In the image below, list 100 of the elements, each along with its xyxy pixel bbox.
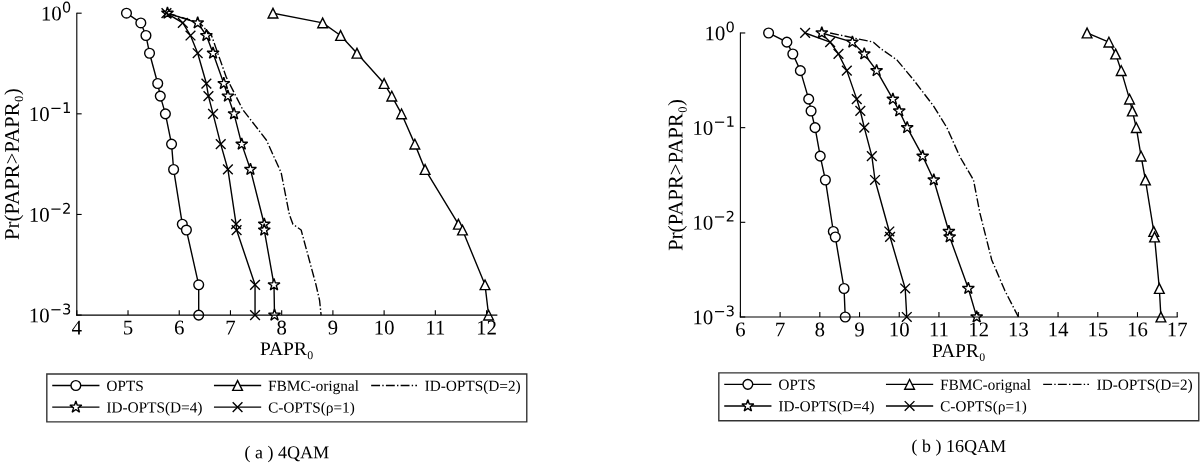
point — [824, 36, 836, 48]
point — [184, 29, 197, 42]
point — [851, 93, 863, 105]
point — [809, 122, 821, 134]
point — [805, 105, 817, 117]
point — [763, 27, 775, 39]
point — [886, 92, 900, 105]
x-tick-label: 11 — [930, 322, 948, 337]
point — [193, 279, 205, 291]
point — [838, 282, 850, 295]
legend-label: OPTS — [779, 379, 815, 390]
point — [180, 224, 192, 236]
point — [120, 7, 133, 19]
point — [916, 149, 930, 162]
point — [177, 17, 189, 29]
x-tick-label: 12 — [477, 320, 496, 335]
point — [154, 90, 166, 102]
x-tick-label: 10 — [890, 322, 909, 337]
point — [199, 28, 214, 42]
point — [866, 150, 878, 162]
point — [799, 27, 811, 39]
point — [267, 7, 279, 19]
x-axis-title: PAPR₀ — [932, 344, 985, 362]
point — [152, 77, 164, 90]
y-axis-title: Pr(PAPR>PAPR₀) — [667, 99, 687, 251]
x-tick-label: 8 — [815, 322, 825, 337]
point — [249, 279, 261, 291]
point — [165, 138, 178, 150]
point — [143, 47, 156, 59]
point — [857, 47, 871, 60]
point — [845, 35, 860, 48]
point — [900, 120, 914, 134]
point — [192, 47, 204, 59]
point — [200, 77, 212, 90]
point — [351, 47, 363, 59]
legend-label: ID-OPTS(D=2) — [1097, 379, 1192, 393]
point — [869, 174, 881, 186]
point — [395, 108, 408, 120]
point — [202, 90, 214, 102]
point — [1115, 65, 1127, 77]
point — [257, 223, 271, 236]
point — [781, 36, 793, 48]
point — [1103, 36, 1115, 48]
y-tick-label: 10$^{0}$ — [706, 21, 734, 41]
point — [159, 108, 171, 120]
point — [854, 105, 866, 117]
point — [479, 279, 491, 291]
point — [267, 277, 281, 291]
x-tick-label: 7 — [226, 320, 236, 335]
point — [140, 29, 152, 42]
point — [231, 224, 243, 236]
text: ( a ) 4QAM — [245, 445, 329, 463]
point — [227, 106, 241, 120]
x-tick-label: 15 — [1089, 322, 1108, 337]
x-tick-label: 10 — [375, 320, 394, 335]
point — [815, 26, 829, 39]
point — [1153, 282, 1165, 295]
point — [884, 231, 896, 243]
legend-label: C-OPTS(ρ=1) — [268, 401, 355, 416]
point — [1135, 150, 1147, 162]
x-axis-title: PAPR₀ — [260, 342, 313, 360]
legend-label: C-OPTS(ρ=1) — [940, 400, 1027, 415]
point — [135, 17, 147, 29]
point — [814, 150, 826, 162]
x-tick-label: 6 — [174, 320, 184, 335]
point — [217, 76, 231, 90]
x-tick-label: 4 — [72, 320, 82, 335]
point — [832, 48, 845, 60]
point — [1123, 93, 1136, 105]
y-axis-title: Pr(PAPR>PAPR₀) — [4, 89, 24, 240]
point — [1126, 105, 1138, 117]
y-tick-label: 10$^{−2}$ — [30, 202, 70, 222]
point — [386, 90, 398, 102]
point — [249, 309, 261, 321]
point — [819, 174, 831, 186]
x-tick-label: 14 — [1049, 322, 1069, 337]
point — [787, 48, 799, 60]
point — [1139, 174, 1151, 186]
legend-label: ID-OPTS(D=4) — [778, 400, 874, 415]
point — [883, 225, 895, 238]
point — [961, 281, 975, 295]
point — [207, 108, 219, 120]
point — [243, 162, 258, 176]
legend-label: FBMC-orignal — [940, 379, 1031, 394]
point — [191, 15, 205, 29]
x-tick-label: 17 — [1168, 322, 1188, 337]
y-tick-label: 10$^{−1}$ — [694, 116, 734, 135]
point — [841, 65, 853, 77]
x-tick-label: 6 — [736, 322, 745, 337]
legend-label: FBMC-orignal — [268, 380, 359, 395]
y-tick-label: 10$^{−3}$ — [30, 303, 71, 323]
point — [483, 309, 495, 321]
point — [317, 17, 329, 29]
point — [409, 138, 421, 150]
point — [1149, 231, 1161, 243]
x-tick-label: 12 — [970, 322, 988, 337]
point — [206, 46, 220, 59]
x-tick-label: 13 — [1009, 322, 1028, 337]
point — [230, 218, 242, 230]
point — [378, 77, 390, 90]
